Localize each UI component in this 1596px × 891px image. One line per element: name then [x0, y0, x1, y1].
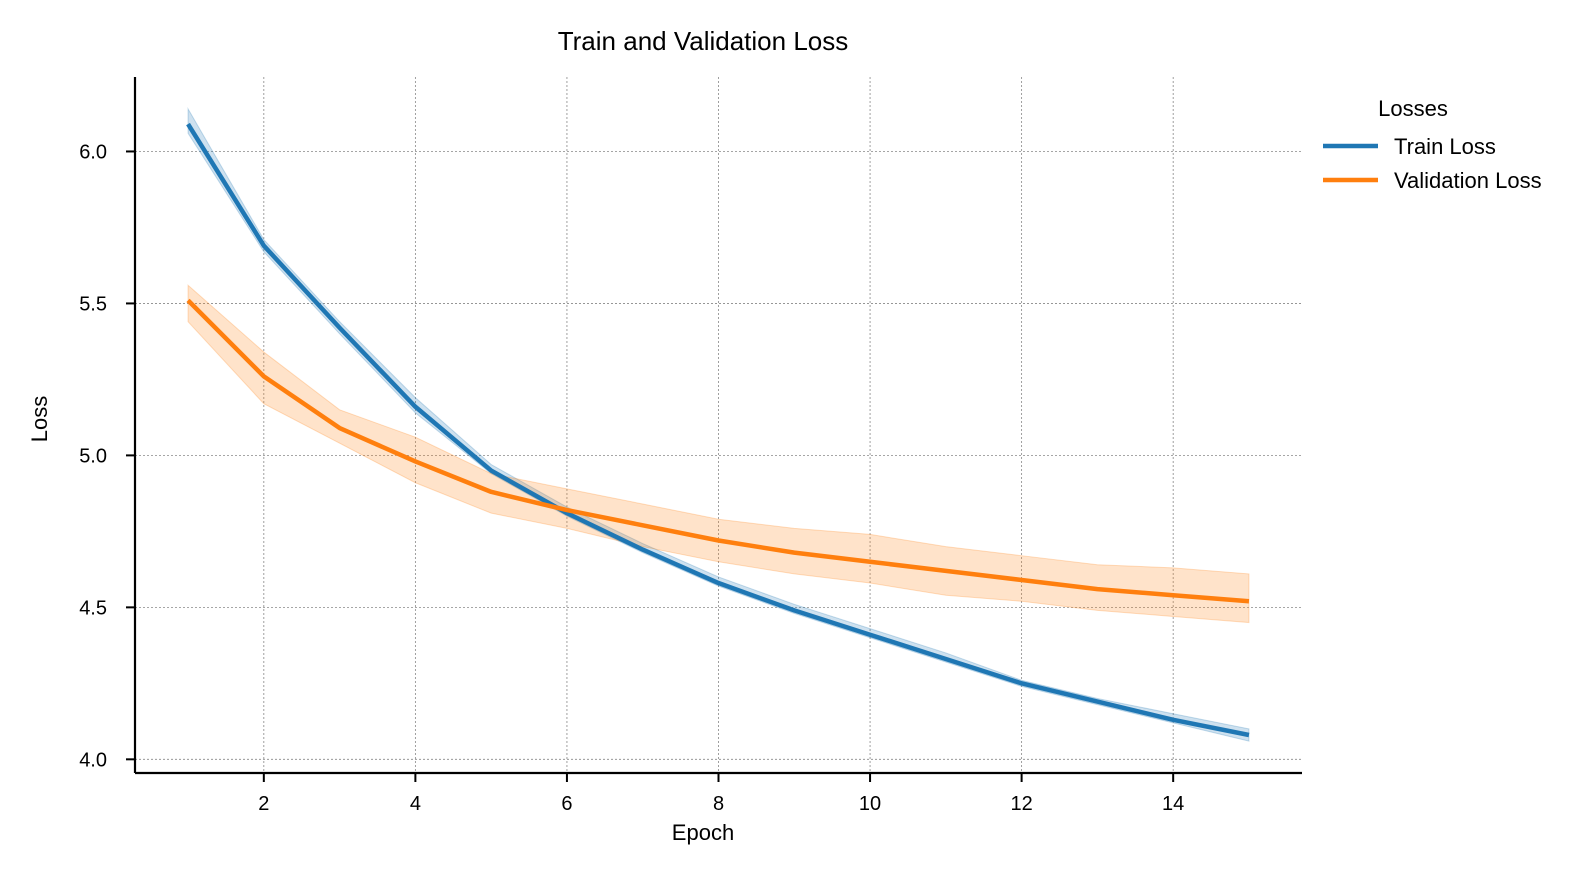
chart-title: Train and Validation Loss	[558, 26, 849, 56]
x-ticks: 2 4 6 8 10 12 14	[258, 773, 1184, 815]
legend: Losses Train Loss Validation Loss	[1323, 96, 1542, 193]
y-axis-label: Loss	[27, 396, 52, 442]
x-tick-label: 6	[561, 793, 572, 815]
x-tick-label: 8	[713, 793, 724, 815]
x-tick-label: 14	[1162, 793, 1184, 815]
train-loss-line	[186, 122, 1250, 738]
legend-title: Losses	[1378, 96, 1448, 121]
y-tick-label: 6.0	[79, 141, 107, 163]
y-ticks: 4.0 4.5 5.0 5.5 6.0	[79, 141, 135, 771]
x-tick-label: 12	[1010, 793, 1032, 815]
x-tick-label: 10	[859, 793, 881, 815]
validation-loss-legend-label: Validation Loss	[1394, 168, 1542, 193]
validation-loss-line	[186, 298, 1250, 604]
legend-items: Train Loss Validation Loss	[1323, 134, 1542, 193]
train-loss-legend-label: Train Loss	[1394, 134, 1496, 159]
y-tick-label: 4.0	[79, 749, 107, 771]
y-tick-label: 5.5	[79, 293, 107, 315]
x-axis-label: Epoch	[672, 820, 734, 845]
x-tick-label: 4	[410, 793, 421, 815]
train-loss-confidence-band	[187, 107, 1250, 742]
grid	[135, 77, 1302, 773]
y-tick-label: 5.0	[79, 445, 107, 467]
series-lines	[186, 122, 1250, 738]
x-tick-label: 2	[258, 793, 269, 815]
y-tick-label: 4.5	[79, 597, 107, 619]
